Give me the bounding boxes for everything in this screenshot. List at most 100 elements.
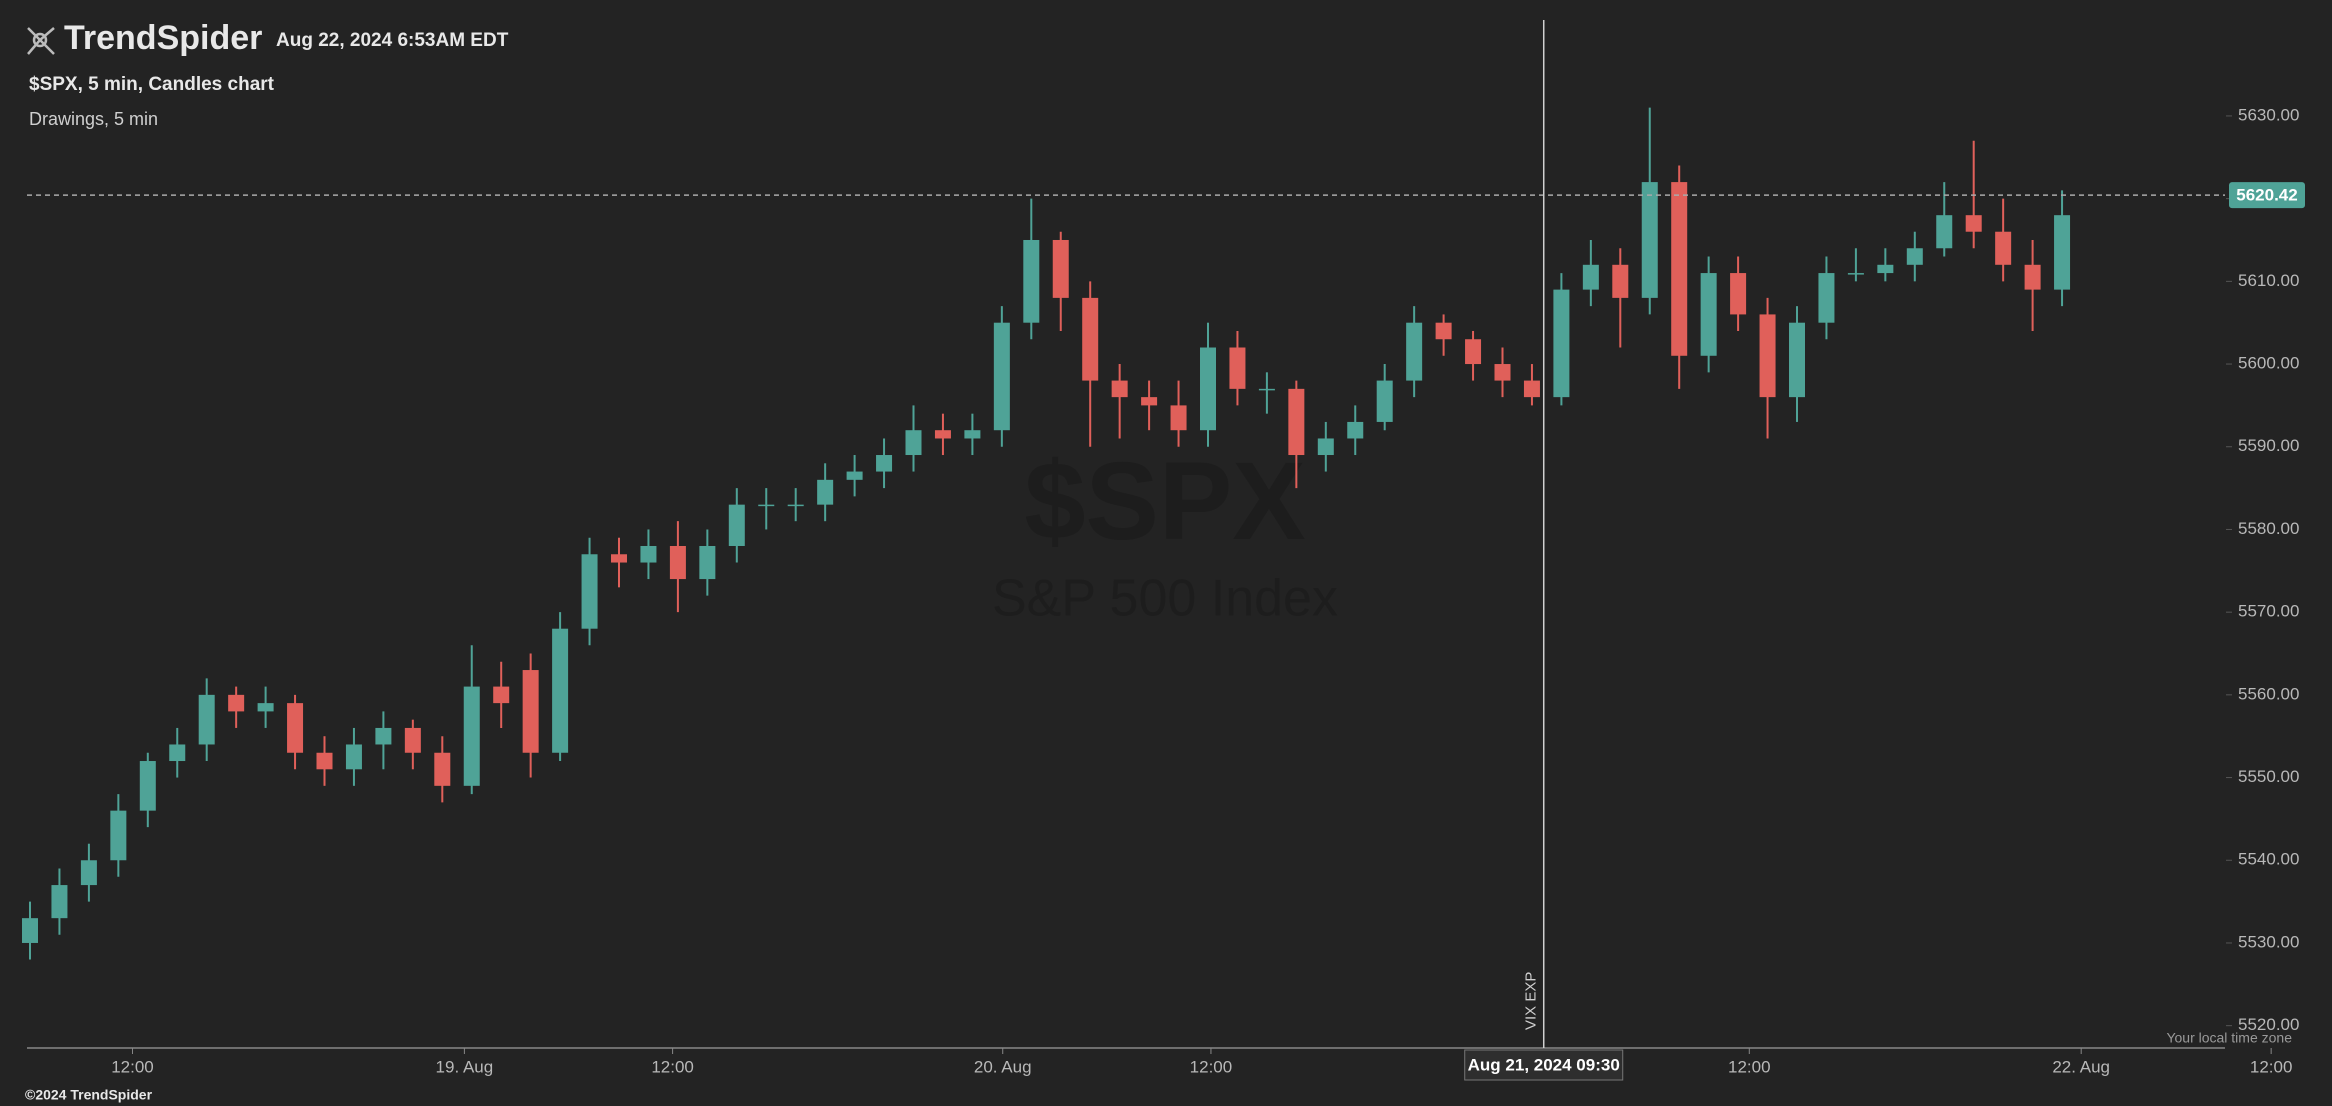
candle-body: [1789, 322, 1805, 398]
candle-body: [1347, 421, 1364, 439]
candle-body: [169, 744, 186, 762]
y-tick-label: 5570.00: [2238, 602, 2299, 621]
candle-body: [905, 430, 922, 456]
candle-body: [758, 504, 775, 507]
candle-body: [964, 430, 981, 439]
candle-body: [1200, 347, 1216, 431]
candle-body: [22, 918, 38, 943]
candle-body: [80, 860, 97, 886]
candle-body: [728, 504, 745, 546]
candle-body: [463, 686, 480, 786]
candle-body: [522, 670, 539, 753]
candle-body: [493, 686, 510, 704]
candle-body: [1612, 264, 1629, 298]
candle-body: [1052, 239, 1069, 298]
candle-body: [287, 703, 304, 753]
candle-body: [404, 727, 421, 753]
x-tick-label: 12:00: [2250, 1057, 2293, 1076]
candle-body: [139, 761, 156, 811]
x-tick-label: 20. Aug: [974, 1057, 1032, 1076]
drawings-label: Drawings, 5 min: [29, 109, 158, 129]
candle-body: [1700, 273, 1717, 356]
y-tick-label: 5630.00: [2238, 105, 2299, 124]
candle-body: [699, 545, 716, 580]
x-tick-label: 12:00: [651, 1057, 694, 1076]
y-tick-label: 5550.00: [2238, 767, 2299, 786]
candle-body: [316, 752, 333, 770]
candle-body: [257, 703, 274, 712]
candle-body: [1553, 289, 1570, 398]
candle-body: [1406, 322, 1423, 381]
x-tick-label: 12:00: [111, 1057, 154, 1076]
brand: TrendSpider: [64, 19, 262, 57]
candle-body: [1730, 273, 1747, 315]
candle-body: [1317, 438, 1334, 456]
timestamp: Aug 22, 2024 6:53AM EDT: [276, 30, 509, 51]
candle-body: [1965, 215, 1982, 232]
candle-body: [787, 504, 804, 507]
candle-body: [110, 810, 127, 861]
last-price-label: 5620.42: [2236, 186, 2297, 205]
candle-body: [1847, 273, 1864, 275]
copyright: ©2024 TrendSpider: [25, 1087, 153, 1103]
candle-body: [1435, 322, 1452, 340]
candle-body: [581, 554, 598, 629]
y-tick-label: 5600.00: [2238, 354, 2299, 373]
candle-body: [1936, 215, 1953, 249]
candle-body: [1141, 397, 1158, 406]
candle-body: [2024, 264, 2041, 290]
y-tick-label: 5520.00: [2238, 1015, 2299, 1034]
candle-body: [434, 752, 451, 786]
candle-body: [1906, 248, 1923, 265]
candle-body: [1258, 388, 1275, 391]
candle-body: [198, 694, 215, 745]
candle-body: [1759, 314, 1776, 398]
candle-body: [1376, 380, 1393, 422]
timezone-note: Your local time zone: [2166, 1030, 2292, 1046]
y-tick-label: 5540.00: [2238, 850, 2299, 869]
watermark-subtitle: S&P 500 Index: [992, 570, 1338, 628]
y-tick-label: 5580.00: [2238, 519, 2299, 538]
watermark-symbol: $SPX: [1024, 440, 1305, 563]
crosshair-label: Aug 21, 2024 09:30: [1468, 1055, 1620, 1074]
candle-body: [817, 479, 834, 505]
candle-body: [1995, 231, 2012, 265]
candle-body: [1582, 264, 1599, 290]
candle-body: [876, 455, 893, 472]
y-tick-label: 5530.00: [2238, 932, 2299, 951]
candle-body: [1523, 380, 1540, 398]
candle-body: [1229, 347, 1246, 389]
candle-body: [669, 545, 686, 580]
candle-body: [611, 554, 627, 563]
candle-body: [1288, 388, 1305, 456]
x-tick-label: 22. Aug: [2052, 1057, 2110, 1076]
chart-label: $SPX, 5 min, Candles chart: [29, 74, 275, 95]
candle-body: [1641, 182, 1658, 298]
candle-body: [934, 430, 951, 439]
candle-body: [1494, 364, 1511, 381]
candle-body: [846, 471, 863, 480]
candle-body: [1818, 273, 1835, 323]
candle-body: [993, 322, 1010, 431]
watermark: $SPX S&P 500 Index: [992, 440, 1338, 628]
y-tick-label: 5560.00: [2238, 684, 2299, 703]
last-price-badge: [2229, 182, 2305, 209]
candle-body: [345, 744, 362, 770]
candle-body: [1111, 380, 1128, 398]
candle-body: [375, 727, 392, 745]
crosshair-badge: [1464, 1049, 1624, 1081]
x-tick-label: 12:00: [1728, 1057, 1771, 1076]
candle-body: [51, 885, 68, 919]
candle-body: [552, 628, 569, 753]
candle-body: [1671, 182, 1688, 356]
candle-body: [1170, 405, 1187, 431]
candle-body: [640, 545, 657, 563]
x-tick-label: 12:00: [1190, 1057, 1233, 1076]
y-tick-label: 5590.00: [2238, 436, 2299, 455]
candle-body: [1023, 239, 1040, 323]
candle-body: [1465, 339, 1482, 365]
annotation: VIX EXP: [1523, 972, 1540, 1030]
candle-body: [1082, 297, 1099, 381]
candle-body: [2054, 215, 2071, 290]
